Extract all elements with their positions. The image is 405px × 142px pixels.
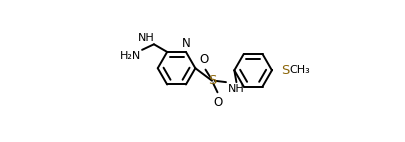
Text: S: S bbox=[280, 64, 288, 77]
Text: O: O bbox=[213, 96, 222, 108]
Text: S: S bbox=[207, 74, 216, 87]
Text: NH: NH bbox=[137, 33, 154, 43]
Text: CH₃: CH₃ bbox=[288, 65, 309, 75]
Text: O: O bbox=[199, 53, 209, 66]
Text: N: N bbox=[182, 37, 190, 50]
Text: H₂N: H₂N bbox=[120, 51, 141, 61]
Text: NH: NH bbox=[227, 84, 244, 94]
